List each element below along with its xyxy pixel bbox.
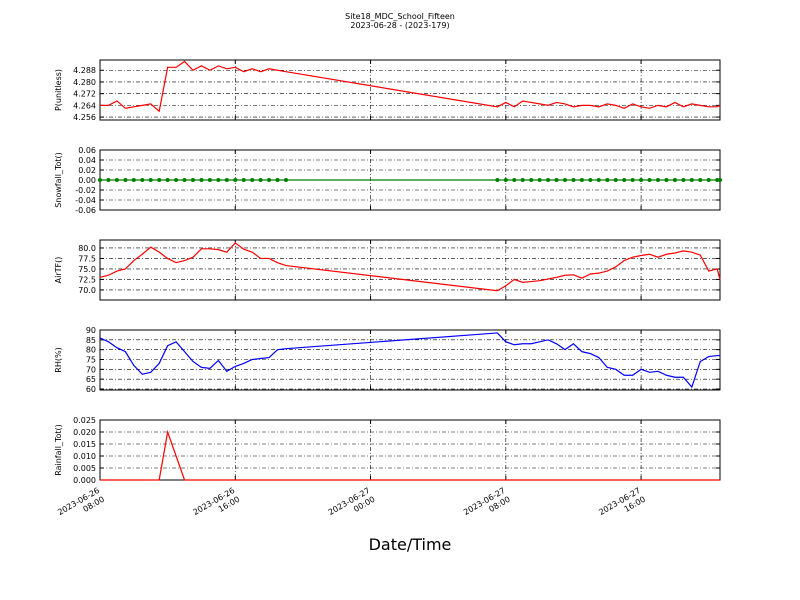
data-point: [191, 178, 195, 182]
y-tick-label: 0.005: [73, 464, 96, 473]
data-point: [250, 178, 255, 182]
y-tick-label: 70.0: [78, 286, 96, 295]
data-point: [140, 178, 145, 182]
y-tick-label: 4.288: [73, 66, 96, 75]
data-point: [241, 178, 246, 182]
data-point: [664, 178, 669, 182]
data-point: [258, 178, 263, 182]
data-point: [563, 178, 567, 182]
data-point: [216, 178, 221, 182]
data-point: [605, 178, 610, 182]
data-point: [672, 178, 677, 182]
y-tick-label: 0.010: [73, 452, 96, 461]
y-tick-label: -0.06: [75, 206, 96, 215]
y-tick-label: 0.06: [78, 146, 96, 155]
data-point: [233, 178, 238, 182]
x-axis-label: Date/Time: [369, 535, 452, 554]
data-line: [100, 429, 720, 481]
y-tick-label: 72.5: [78, 275, 96, 284]
y-tick-label: 65: [86, 375, 96, 384]
y-axis-label: Snowfall_Tot(): [54, 152, 63, 208]
data-point: [647, 178, 652, 182]
y-tick-label: 60: [86, 385, 96, 394]
data-point: [284, 178, 288, 182]
y-tick-label: 4.256: [73, 113, 96, 122]
y-axis-label: Rainfall_Tot(): [54, 424, 63, 476]
y-tick-label: 4.264: [73, 101, 96, 110]
data-point: [588, 178, 593, 182]
y-tick-label: 0.02: [78, 166, 96, 175]
data-point: [495, 178, 500, 182]
y-tick-label: 4.280: [73, 78, 96, 87]
data-point: [520, 178, 525, 182]
data-point: [613, 178, 618, 182]
data-point: [706, 178, 711, 182]
data-point: [715, 178, 720, 182]
data-point: [199, 178, 204, 182]
y-axis-label: RH(%): [54, 347, 63, 372]
y-tick-label: 70: [86, 365, 96, 374]
data-point: [718, 178, 722, 182]
y-tick-label: 0.025: [73, 416, 96, 425]
y-tick-label: 80: [86, 346, 96, 355]
data-point: [689, 178, 694, 182]
y-tick-label: -0.02: [75, 186, 96, 195]
title: Site18_MDC_School_Fifteen: [345, 12, 455, 21]
data-point: [639, 178, 644, 182]
y-tick-label: 0.000: [73, 476, 96, 485]
data-point: [157, 178, 162, 182]
data-line: [99, 332, 720, 389]
data-point: [512, 178, 517, 182]
data-line: [99, 242, 721, 292]
data-point: [106, 178, 111, 182]
data-point: [537, 178, 542, 182]
data-point: [207, 178, 212, 182]
data-point: [622, 178, 627, 182]
y-tick-label: 75.0: [78, 265, 96, 274]
data-point: [503, 178, 508, 182]
data-point: [224, 178, 229, 182]
subtitle: 2023-06-28 - (2023-179): [350, 21, 449, 30]
y-axis-label: AirTF(): [54, 257, 63, 284]
data-point: [656, 178, 660, 182]
data-point: [165, 178, 170, 182]
data-point: [681, 178, 686, 182]
data-point: [554, 178, 559, 182]
data-point: [148, 178, 153, 182]
data-point: [131, 178, 136, 182]
data-point: [174, 178, 179, 182]
y-tick-label: 0.015: [73, 440, 96, 449]
data-point: [596, 178, 601, 182]
data-point: [275, 178, 280, 182]
y-tick-label: 75: [86, 356, 96, 365]
data-point: [579, 178, 584, 182]
data-line: [100, 60, 721, 113]
data-point: [123, 178, 128, 182]
y-tick-label: 90: [86, 326, 96, 335]
data-point: [630, 178, 635, 182]
y-tick-label: 80.0: [78, 244, 96, 253]
y-tick-label: 0.00: [78, 176, 96, 185]
y-axis-label: P(unitless): [54, 69, 63, 111]
y-tick-label: 0.04: [78, 156, 96, 165]
y-tick-label: 85: [86, 336, 96, 345]
data-point: [698, 178, 703, 182]
data-point: [546, 178, 551, 182]
data-point: [182, 178, 187, 182]
y-tick-label: 0.020: [73, 428, 96, 437]
data-point: [114, 178, 119, 182]
y-tick-label: 77.5: [78, 254, 96, 263]
y-tick-label: 4.272: [73, 90, 96, 99]
y-tick-label: -0.04: [75, 196, 96, 205]
data-point: [571, 178, 576, 182]
data-point: [529, 178, 534, 182]
data-point: [98, 178, 102, 182]
data-point: [267, 178, 272, 182]
